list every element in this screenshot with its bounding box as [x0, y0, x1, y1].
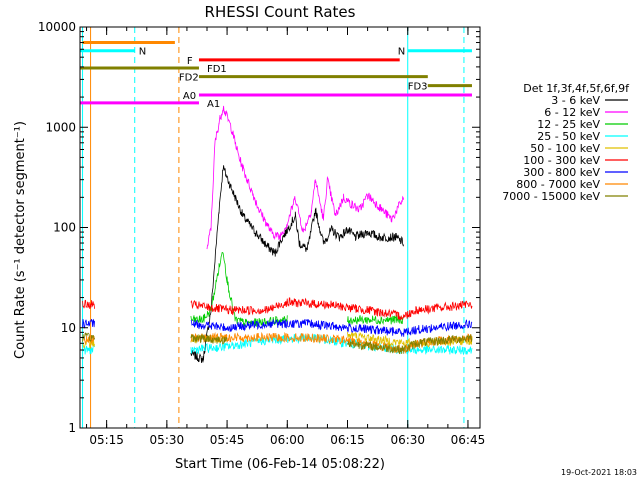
footer-timestamp: 19-Oct-2021 18:03 — [561, 468, 637, 477]
legend-entry-label: 300 - 800 keV — [523, 166, 600, 179]
legend-title: Det 1f,3f,4f,5f,6f,9f — [523, 82, 630, 95]
x-tick-label: 06:15 — [330, 433, 365, 447]
x-tick-label: 05:15 — [89, 433, 124, 447]
y-axis-label: Count Rate (s⁻¹ detector segment⁻¹) — [13, 121, 28, 359]
x-tick-label: 06:45 — [451, 433, 486, 447]
y-tick-label: 10000 — [38, 20, 76, 34]
series-line — [206, 105, 405, 250]
x-axis-label: Start Time (06-Feb-14 05:08:22) — [175, 457, 385, 472]
series-line — [190, 252, 405, 327]
x-tick-label: 06:00 — [270, 433, 305, 447]
flag-bar-label: FD1 — [207, 64, 227, 75]
flag-bar-label: FD2 — [179, 73, 199, 84]
y-tick-label: 10 — [61, 321, 76, 335]
legend-entry-label: 25 - 50 keV — [537, 130, 600, 143]
flag-bar-label: F — [187, 56, 193, 67]
series-line — [82, 297, 473, 321]
chart-title: RHESSI Count Rates — [205, 3, 356, 21]
legend-entry-label: 12 - 25 keV — [537, 118, 600, 131]
flag-bar-label: A0 — [183, 91, 196, 102]
legend-entry-label: 3 - 6 keV — [551, 94, 600, 107]
x-tick-label: 06:30 — [390, 433, 425, 447]
x-tick-label: 05:45 — [210, 433, 245, 447]
flag-bar-label: N — [398, 47, 405, 58]
legend-entry-label: 6 - 12 keV — [544, 106, 600, 119]
series-line — [82, 332, 473, 355]
legend-entry-label: 7000 - 15000 keV — [502, 190, 600, 203]
flag-bar-label: A1 — [207, 99, 220, 110]
y-tick-label: 100 — [53, 221, 76, 235]
legend-entry-label: 800 - 7000 keV — [516, 178, 600, 191]
flag-bar-label: FD3 — [408, 82, 428, 93]
flag-bar-label: N — [139, 47, 146, 58]
legend-entry-label: 50 - 100 keV — [530, 142, 600, 155]
series-line — [82, 318, 473, 337]
y-tick-label: 1 — [68, 421, 76, 435]
y-tick-label: 1000 — [45, 120, 76, 134]
x-tick-label: 05:30 — [150, 433, 185, 447]
legend-entry-label: 100 - 300 keV — [523, 154, 600, 167]
series-line — [190, 165, 405, 363]
